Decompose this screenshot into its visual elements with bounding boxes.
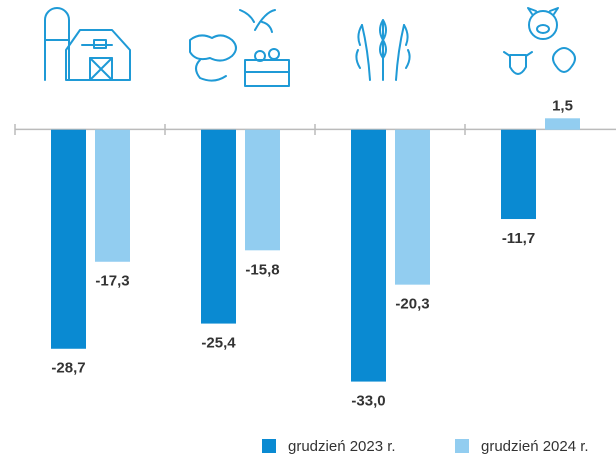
value-label: -25,4: [201, 335, 236, 352]
icon-grain: [355, 19, 411, 81]
legend-label: grudzień 2023 r.: [288, 438, 396, 455]
bar: [51, 129, 86, 349]
bar: [501, 129, 536, 220]
value-label: -33,0: [351, 393, 385, 410]
bar: [351, 129, 386, 382]
icon-animals: [503, 7, 576, 75]
legend-label: grudzień 2024 r.: [481, 438, 589, 455]
legend-swatch: [262, 439, 276, 453]
value-label: -11,7: [502, 230, 535, 247]
bar: [245, 129, 280, 251]
value-label: -20,3: [395, 296, 429, 313]
value-label: -28,7: [51, 360, 85, 377]
value-label: -15,8: [245, 261, 279, 278]
value-label: 1,5: [552, 97, 573, 114]
group-separators: [14, 124, 466, 135]
bar: [201, 129, 236, 324]
legend-swatch: [455, 439, 469, 453]
bar: [95, 129, 130, 262]
bar: [545, 118, 580, 130]
value-label: -17,3: [95, 273, 129, 290]
icon-livestock-produce: [189, 9, 290, 87]
bar: [395, 129, 430, 285]
icon-farm: [44, 7, 131, 81]
